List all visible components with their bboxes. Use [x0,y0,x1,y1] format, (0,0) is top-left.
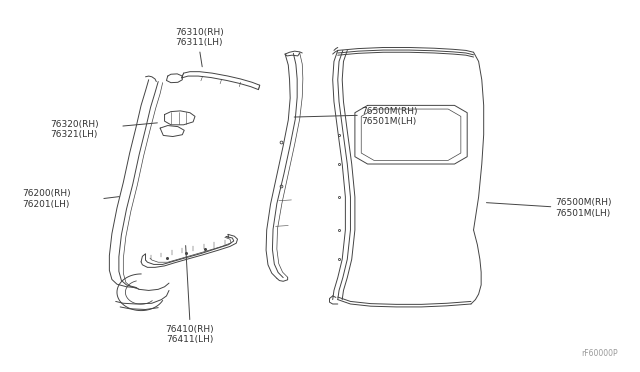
Text: 76500M(RH)
76501M(LH): 76500M(RH) 76501M(LH) [555,198,611,218]
Text: rF60000P: rF60000P [582,349,618,358]
Text: 76500M(RH)
76501M(LH): 76500M(RH) 76501M(LH) [361,107,418,126]
Text: 76200(RH)
76201(LH): 76200(RH) 76201(LH) [22,189,70,209]
Text: 76320(RH)
76321(LH): 76320(RH) 76321(LH) [51,119,99,139]
Text: 76410(RH)
76411(LH): 76410(RH) 76411(LH) [166,325,214,344]
Text: 76310(RH)
76311(LH): 76310(RH) 76311(LH) [175,28,224,47]
